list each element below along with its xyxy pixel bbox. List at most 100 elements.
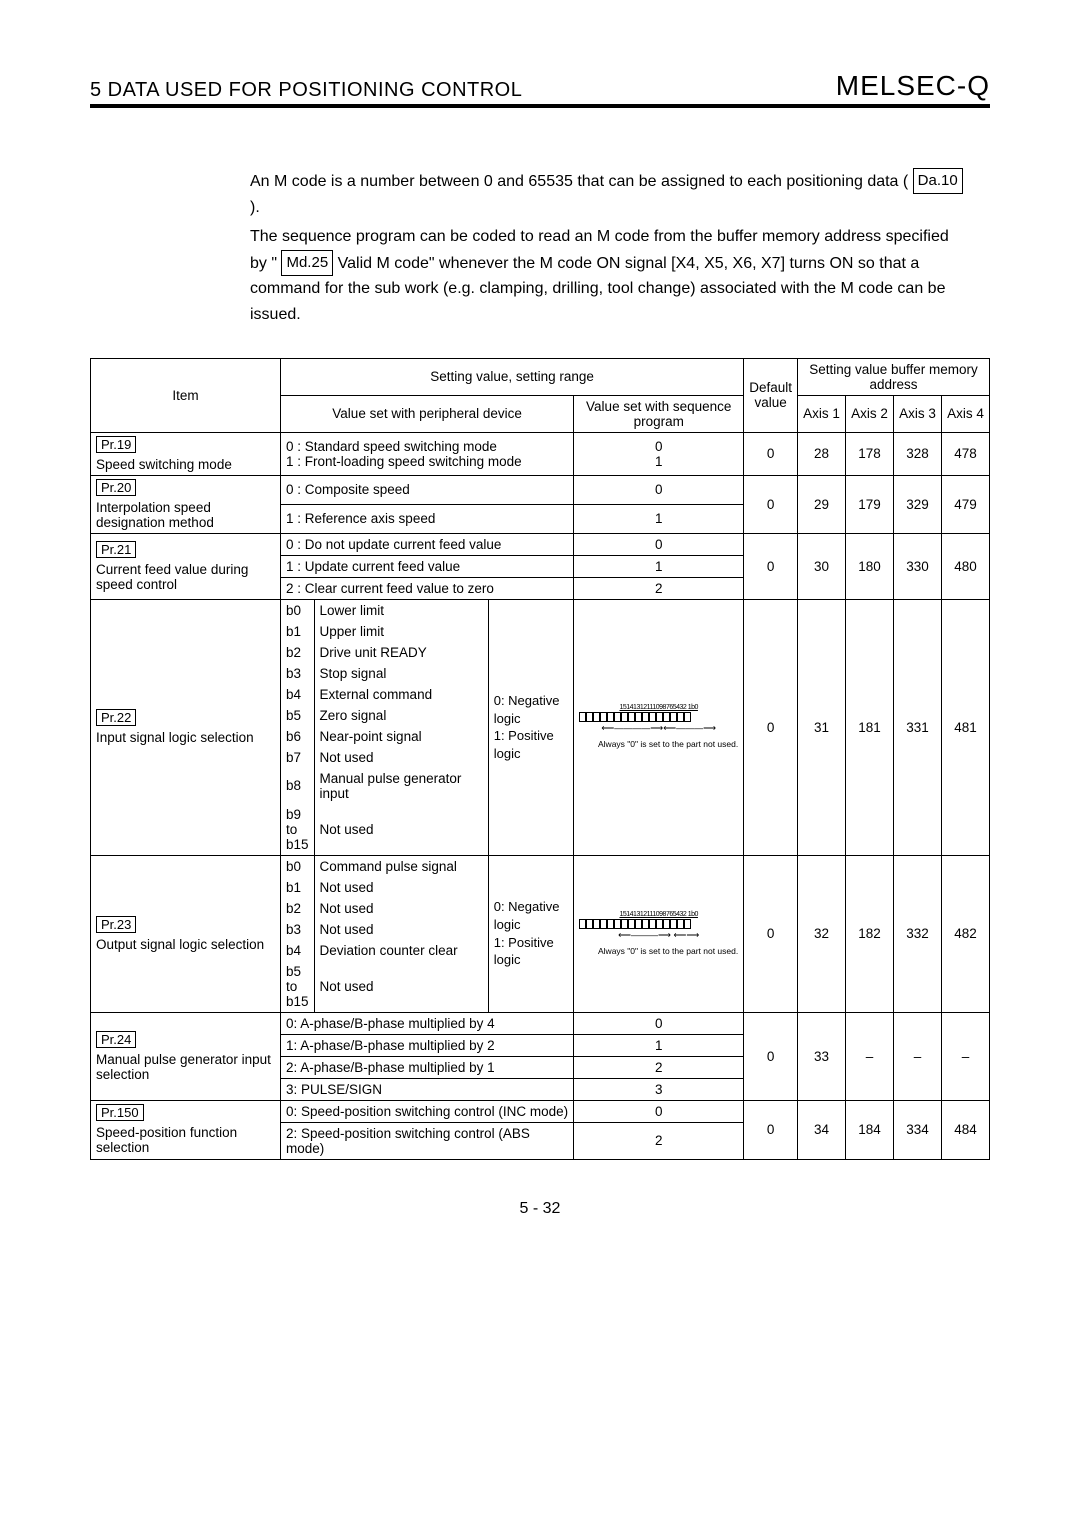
pr21-a2: 180 xyxy=(846,533,894,599)
pr24-pa: 0: A-phase/B-phase multiplied by 4 xyxy=(281,1012,574,1034)
th-buffer: Setting value buffer memory address xyxy=(798,358,990,395)
row-pr150-a: Pr.150 Speed-position function selection… xyxy=(91,1100,990,1122)
code-da10: Da.10 xyxy=(913,168,963,194)
pr23-logic0: 0: Negative logic xyxy=(494,898,569,933)
pr19-a4: 478 xyxy=(942,432,990,475)
row-pr22: Pr.22 Input signal logic selection b0Low… xyxy=(91,599,990,855)
pr22-a4: 481 xyxy=(942,599,990,855)
pr19-def: 0 xyxy=(744,432,798,475)
pr24-a3: – xyxy=(894,1012,942,1100)
pr22-def: 0 xyxy=(744,599,798,855)
th-default: Default value xyxy=(744,358,798,432)
th-ax3: Axis 3 xyxy=(894,395,942,432)
pr23-box: Pr.23 xyxy=(96,916,136,933)
th-ax4: Axis 4 xyxy=(942,395,990,432)
pr21-a3: 330 xyxy=(894,533,942,599)
row-pr20-a: Pr.20 Interpolation speed designation me… xyxy=(91,475,990,504)
th-item: Item xyxy=(91,358,281,432)
pr23-def: 0 xyxy=(744,855,798,1012)
pr21-pc: 2 : Clear current feed value to zero xyxy=(281,577,574,599)
pr20-sb: 1 xyxy=(574,504,744,533)
intro-p2b: Valid M code" whenever the M code ON sig… xyxy=(250,255,945,323)
th-setting: Setting value, setting range xyxy=(281,358,744,395)
page-header: 5 DATA USED FOR POSITIONING CONTROL MELS… xyxy=(90,70,990,108)
pr19-box: Pr.19 xyxy=(96,436,136,453)
pr22-bit-table: b0Lower limit 0: Negative logic 1: Posit… xyxy=(281,600,573,855)
pr22-a3: 331 xyxy=(894,599,942,855)
pr20-box: Pr.20 xyxy=(96,479,136,496)
pr150-name: Speed-position function selection xyxy=(96,1125,237,1155)
pr24-def: 0 xyxy=(744,1012,798,1100)
pr150-pa: 0: Speed-position switching control (INC… xyxy=(281,1100,574,1122)
intro-p1b: ). xyxy=(250,199,260,216)
pr19-sb: 1 xyxy=(579,454,738,469)
pr21-def: 0 xyxy=(744,533,798,599)
pr20-a3: 329 xyxy=(894,475,942,533)
pr22-bit-diagram: 15141312111098765432 1b0 ⟵————⟶⟵———⟶ Alw… xyxy=(579,704,738,749)
pr22-logic0: 0: Negative logic xyxy=(494,692,569,727)
pr24-box: Pr.24 xyxy=(96,1031,136,1048)
th-peripheral: Value set with peripheral device xyxy=(281,395,574,432)
pr21-sa: 0 xyxy=(574,533,744,555)
pr19-sa: 0 xyxy=(579,439,738,454)
chapter-title: 5 DATA USED FOR POSITIONING CONTROL xyxy=(90,79,522,102)
pr22-logic1: 1: Positive logic xyxy=(494,727,569,762)
pr24-name: Manual pulse generator input selection xyxy=(96,1052,271,1082)
pr24-a2: – xyxy=(846,1012,894,1100)
pr23-bit-diagram: 15141312111098765432 1b0 ⟵———⟶ ⟵⟶ Always… xyxy=(579,911,738,956)
th-ax2: Axis 2 xyxy=(846,395,894,432)
pr22-box: Pr.22 xyxy=(96,709,136,726)
pr21-sc: 2 xyxy=(574,577,744,599)
th-ax1: Axis 1 xyxy=(798,395,846,432)
pr20-pb: 1 : Reference axis speed xyxy=(281,504,574,533)
pr21-a4: 480 xyxy=(942,533,990,599)
pr22-a1: 31 xyxy=(798,599,846,855)
pr150-box: Pr.150 xyxy=(96,1104,144,1121)
intro-p1a: An M code is a number between 0 and 6553… xyxy=(250,173,913,190)
pr20-a2: 179 xyxy=(846,475,894,533)
code-md25: Md.25 xyxy=(281,250,333,276)
pr20-a1: 29 xyxy=(798,475,846,533)
pr21-box: Pr.21 xyxy=(96,541,136,558)
pr19-pa: 0 : Standard speed switching mode xyxy=(286,439,568,454)
pr21-a1: 30 xyxy=(798,533,846,599)
pr22-a2: 181 xyxy=(846,599,894,855)
pr23-name: Output signal logic selection xyxy=(96,937,264,952)
pr150-a3: 334 xyxy=(894,1100,942,1159)
th-sequence: Value set with sequence program xyxy=(574,395,744,432)
pr19-name: Speed switching mode xyxy=(96,457,232,472)
pr20-a4: 479 xyxy=(942,475,990,533)
row-pr24-a: Pr.24 Manual pulse generator input selec… xyxy=(91,1012,990,1034)
pr19-pb: 1 : Front-loading speed switching mode xyxy=(286,454,568,469)
pr22-name: Input signal logic selection xyxy=(96,730,254,745)
pr19-a3: 328 xyxy=(894,432,942,475)
pr23-bit-table: b0Command pulse signal 0: Negative logic… xyxy=(281,856,573,1012)
parameter-table: Item Setting value, setting range Defaul… xyxy=(90,358,990,1160)
pr150-a4: 484 xyxy=(942,1100,990,1159)
pr150-def: 0 xyxy=(744,1100,798,1159)
product-series: MELSEC-Q xyxy=(836,70,990,102)
page-number: 5 - 32 xyxy=(90,1200,990,1218)
pr150-a2: 184 xyxy=(846,1100,894,1159)
pr24-sa: 0 xyxy=(574,1012,744,1034)
pr20-name: Interpolation speed designation method xyxy=(96,500,214,530)
pr23-a3: 332 xyxy=(894,855,942,1012)
pr23-a1: 32 xyxy=(798,855,846,1012)
pr21-name: Current feed value during speed control xyxy=(96,562,248,592)
row-pr23: Pr.23 Output signal logic selection b0Co… xyxy=(91,855,990,1012)
pr21-sb: 1 xyxy=(574,555,744,577)
pr23-a2: 182 xyxy=(846,855,894,1012)
pr24-a4: – xyxy=(942,1012,990,1100)
pr19-a2: 178 xyxy=(846,432,894,475)
pr23-a4: 482 xyxy=(942,855,990,1012)
pr20-sa: 0 xyxy=(574,475,744,504)
pr21-pb: 1 : Update current feed value xyxy=(281,555,574,577)
pr150-sa: 0 xyxy=(574,1100,744,1122)
pr23-logic1: 1: Positive logic xyxy=(494,934,569,969)
row-pr21-a: Pr.21 Current feed value during speed co… xyxy=(91,533,990,555)
pr19-a1: 28 xyxy=(798,432,846,475)
pr24-a1: 33 xyxy=(798,1012,846,1100)
intro-text: An M code is a number between 0 and 6553… xyxy=(250,168,970,328)
pr21-pa: 0 : Do not update current feed value xyxy=(281,533,574,555)
pr20-def: 0 xyxy=(744,475,798,533)
